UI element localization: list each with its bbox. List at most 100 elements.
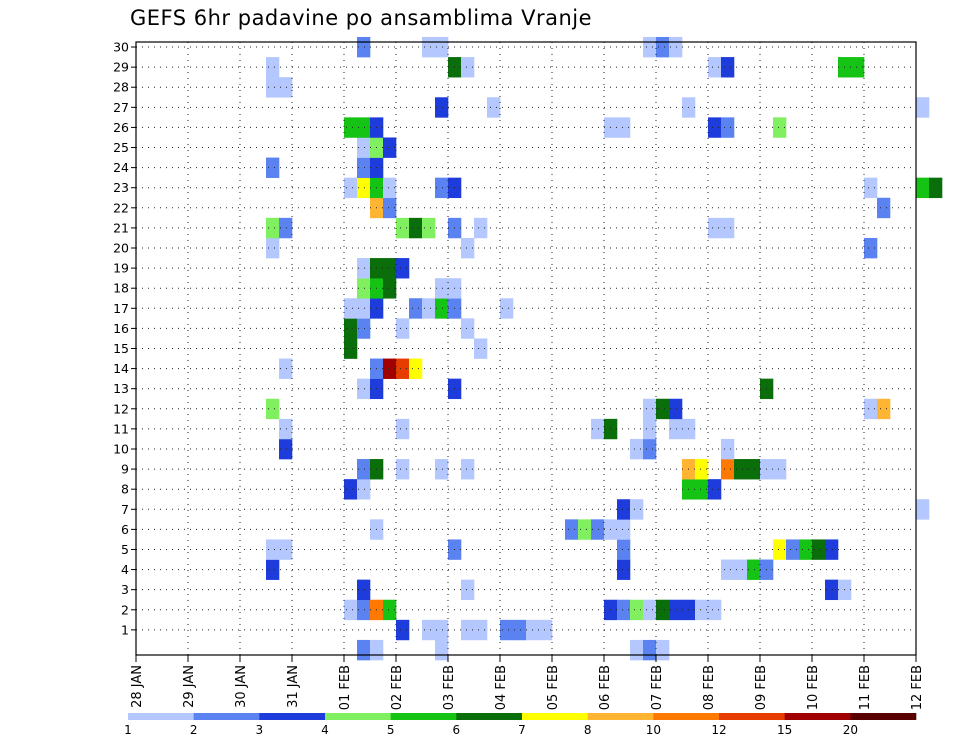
heatmap-cell [383, 137, 397, 158]
chart-title: GEFS 6hr padavine po ansamblima Vranje [130, 6, 593, 30]
x-tick-label: 05 FEB [546, 665, 561, 710]
heatmap-cell [617, 519, 631, 540]
heatmap-cell [383, 258, 397, 279]
x-tick-label: 30 JAN [234, 665, 249, 708]
heatmap-cell [461, 459, 475, 480]
heatmap-cell [617, 117, 631, 138]
y-tick-label: 28 [113, 80, 129, 95]
colorbar-label: 10 [646, 723, 661, 737]
heatmap-cell [279, 77, 293, 98]
heatmap-cell [721, 559, 735, 580]
colorbar-label: 8 [584, 723, 592, 737]
heatmap-cell [474, 338, 488, 359]
heatmap-cell [435, 97, 449, 118]
colorbar-swatch [522, 713, 588, 720]
heatmap-cell [864, 177, 878, 199]
y-tick-label: 12 [113, 401, 129, 416]
x-tick-label: 03 FEB [442, 665, 457, 710]
heatmap-cell [773, 459, 787, 480]
heatmap-cell [773, 539, 787, 560]
heatmap-cell [643, 36, 657, 58]
heatmap-cell [396, 217, 410, 239]
colorbar-swatch [653, 713, 720, 720]
y-tick-label: 23 [113, 180, 129, 195]
y-tick-label: 9 [121, 462, 129, 477]
heatmap-cell [383, 278, 397, 299]
y-tick-label: 16 [113, 321, 129, 336]
heatmap-cell [513, 619, 527, 641]
x-tick-label: 01 FEB [338, 665, 353, 710]
heatmap-cell [864, 398, 878, 420]
heatmap-cell [435, 298, 449, 319]
heatmap-cell [396, 418, 410, 440]
heatmap-cell [643, 418, 657, 440]
heatmap-cell [357, 258, 371, 279]
heatmap-cell [916, 499, 930, 520]
y-tick-label: 8 [121, 482, 129, 497]
colorbar-label: 15 [777, 723, 792, 737]
colorbar-swatch [456, 713, 523, 720]
heatmap-cell [266, 77, 280, 98]
heatmap-cell [578, 519, 592, 540]
heatmap-cell [656, 398, 670, 420]
heatmap-cell [643, 438, 657, 460]
heatmap-cell [474, 217, 488, 239]
x-tick-label: 04 FEB [494, 665, 509, 710]
heatmap-cell [617, 599, 631, 621]
heatmap-cell [344, 479, 358, 500]
heatmap-cell [617, 539, 631, 560]
heatmap-cell [461, 619, 475, 641]
heatmap-cell [266, 157, 280, 178]
heatmap-cell [695, 599, 709, 621]
colorbar-label: 5 [387, 723, 395, 737]
heatmap-cell [656, 36, 670, 58]
heatmap-cell [357, 278, 371, 299]
heatmap-cell [357, 479, 371, 500]
colorbar-swatch [193, 713, 260, 720]
heatmap-cell [279, 358, 293, 379]
y-tick-label: 22 [113, 200, 129, 215]
heatmap-cell [721, 438, 735, 460]
heatmap-cell [630, 639, 644, 661]
heatmap-cell [630, 599, 644, 621]
x-tick-label: 08 FEB [702, 665, 717, 710]
x-tick-label: 02 FEB [390, 665, 405, 710]
heatmap-cell [266, 398, 280, 420]
heatmap-cell [799, 539, 813, 560]
colorbar-label: 1 [124, 723, 132, 737]
heatmap-cell [357, 298, 371, 319]
heatmap-cell [396, 318, 410, 339]
heatmap-cell [344, 298, 358, 319]
heatmap-cell [357, 137, 371, 158]
heatmap-cell [266, 539, 280, 560]
y-tick-label: 13 [113, 381, 129, 396]
y-tick-label: 27 [113, 100, 129, 115]
heatmap-cell [669, 398, 683, 420]
y-tick-label: 21 [113, 220, 129, 235]
heatmap-cell [643, 639, 657, 661]
heatmap-cell [396, 459, 410, 480]
heatmap-cell [435, 619, 449, 641]
y-tick-label: 15 [113, 341, 129, 356]
heatmap-cell [851, 57, 865, 78]
heatmap-cell [630, 438, 644, 460]
heatmap-cell [266, 217, 280, 239]
heatmap-cell [279, 438, 293, 460]
heatmap-cell [344, 318, 358, 339]
heatmap-cell [864, 237, 878, 259]
heatmap-cell [422, 36, 436, 58]
heatmap-cell [825, 579, 839, 601]
colorbar-swatch [259, 713, 326, 720]
y-tick-label: 14 [113, 361, 129, 376]
heatmap-cell [344, 177, 358, 199]
y-tick-label: 6 [121, 522, 129, 537]
heatmap-cell [812, 539, 826, 560]
heatmap-cell [383, 358, 397, 379]
heatmap-cell [591, 418, 605, 440]
heatmap-cell [474, 619, 488, 641]
heatmap-cell [916, 177, 930, 199]
heatmap-cell [357, 157, 371, 178]
colorbar-swatch [784, 713, 851, 720]
heatmap-cell [539, 619, 553, 641]
